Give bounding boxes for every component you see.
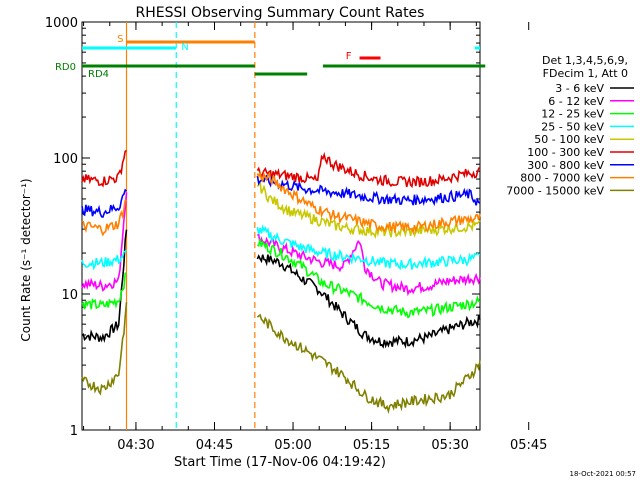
legend-label: 800 - 7000 keV xyxy=(520,172,604,185)
flag-label: F xyxy=(346,51,352,62)
y-tick-label: 1000 xyxy=(45,16,78,31)
y-axis-label: Count Rate (s⁻¹ detector⁻¹) xyxy=(19,178,33,341)
legend: Det 1,3,4,5,6,9,FDecim 1, Att 0 3 - 6 keV… xyxy=(506,54,634,197)
series-line xyxy=(81,229,481,349)
legend-label: 3 - 6 keV xyxy=(555,82,604,95)
legend-label: 25 - 50 keV xyxy=(541,120,604,133)
series-line xyxy=(81,192,481,297)
legend-label: 12 - 25 keV xyxy=(541,108,604,121)
legend-label: 50 - 100 keV xyxy=(534,133,604,146)
x-tick-label: 05:00 xyxy=(274,438,311,453)
series-line xyxy=(81,170,481,237)
y-tick-label: 100 xyxy=(53,152,78,167)
series-line xyxy=(81,174,481,218)
footer-timestamp: 18-Oct-2021 00:57 xyxy=(570,470,636,478)
x-tick-label: 04:45 xyxy=(196,438,233,453)
series-line xyxy=(81,302,481,415)
x-tick-label: 05:30 xyxy=(431,438,468,453)
legend-label: 100 - 300 keV xyxy=(527,146,604,159)
legend-header: FDecim 1, Att 0 xyxy=(543,67,628,80)
flag-label: S xyxy=(117,34,123,45)
plot-area: 1 10 100 1000 04:30 04:45 05:00 05:15 05:30 05:45… xyxy=(45,16,548,453)
chart-title: RHESSI Observing Summary Count Rates xyxy=(136,5,425,21)
legend-header: Det 1,3,4,5,6,9, xyxy=(542,54,628,67)
x-tick-label: 04:30 xyxy=(117,438,154,453)
x-tick-label: 05:45 xyxy=(510,438,547,453)
flag-label: RD4 xyxy=(88,69,109,80)
x-tick-label: 05:15 xyxy=(353,438,390,453)
series-line xyxy=(81,238,481,319)
series-line xyxy=(81,224,481,271)
plot-frame xyxy=(81,21,481,431)
legend-label: 300 - 800 keV xyxy=(527,159,604,172)
flag-label: N xyxy=(181,42,188,53)
legend-label: 6 - 12 keV xyxy=(548,95,604,108)
y-tick-label: 1 xyxy=(70,424,78,439)
legend-label: 7000 - 15000 keV xyxy=(506,184,604,197)
flag-label: RD0 xyxy=(55,62,76,73)
x-axis-label: Start Time (17-Nov-06 04:19:42) xyxy=(174,455,386,470)
series-line xyxy=(81,149,481,189)
y-tick-label: 10 xyxy=(61,288,78,303)
series-line xyxy=(256,178,481,239)
